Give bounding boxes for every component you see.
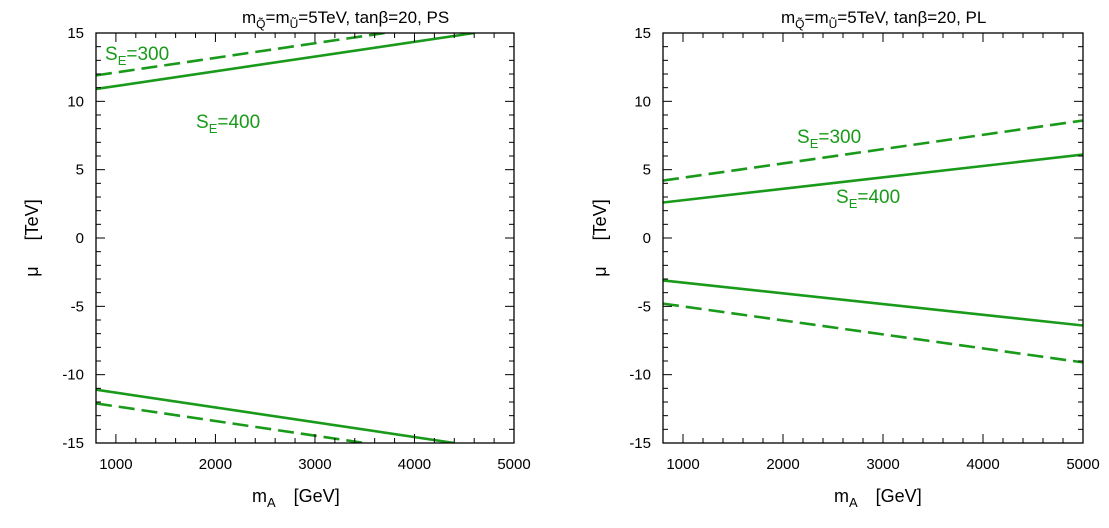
y-tick-label: 0 (643, 230, 651, 247)
curve-label-se400: SE=400 (836, 187, 900, 211)
title-m: m (781, 8, 795, 27)
x-label-unit: [GeV] (294, 486, 340, 506)
dashed-curve-s-e-300 (663, 302, 1083, 364)
x-axis-label: mA [GeV] (252, 486, 340, 510)
x-tick-label: 5000 (1066, 456, 1099, 473)
solid-curve-s-e-400 (96, 388, 455, 443)
y-label-unit: [TeV] (590, 199, 610, 240)
y-label-symbol: μ (590, 266, 610, 276)
title-sub-q: Q̃ (256, 16, 265, 31)
curve-label-se300: SE=300 (105, 44, 169, 68)
panel-title: mQ̃=mŨ=5TeV, tanβ=20, PS (242, 8, 449, 31)
title-sub-q: Q̃ (795, 16, 804, 31)
panel-ps: mQ̃=mŨ=5TeV, tanβ=20, PS μ[TeV] mA [GeV] … (22, 8, 531, 510)
x-tick-label: 4000 (966, 456, 999, 473)
title-m: m (242, 8, 256, 27)
dashed-curve-s-e-300 (96, 33, 385, 77)
y-tick-label: 0 (76, 230, 84, 247)
title-sub-u: Ũ (290, 16, 299, 31)
title-rest: =5TeV, tanβ=20, PL (837, 8, 986, 27)
x-label-m: m (252, 486, 267, 506)
x-label-unit: [GeV] (876, 486, 922, 506)
x-label-sub: A (267, 495, 276, 510)
x-tick-label: 2000 (199, 456, 232, 473)
y-tick-label: -10 (62, 367, 84, 384)
y-tick-label: 15 (634, 25, 651, 42)
x-label-sub: A (849, 495, 858, 510)
x-tick-label: 2000 (766, 456, 799, 473)
y-tick-label: 10 (67, 93, 84, 110)
title-eq: =m (805, 8, 829, 27)
y-tick-label: -15 (62, 435, 84, 452)
curve-label-se400: SE=400 (196, 112, 260, 136)
y-tick-label: 5 (643, 162, 651, 179)
plot-frame (95, 32, 515, 444)
x-tick-label: 1000 (99, 456, 132, 473)
y-tick-label: -5 (638, 298, 651, 315)
y-axis-label: μ [TeV] (590, 199, 610, 276)
title-rest: =5TeV, tanβ=20, PS (298, 8, 449, 27)
solid-curve-s-e-400 (663, 279, 1083, 327)
solid-curve-s-e-400 (663, 153, 1083, 204)
y-axis-label: μ [TeV] (22, 199, 42, 276)
y-tick-label: -5 (71, 298, 84, 315)
y-label-symbol: μ (22, 266, 42, 276)
y-tick-label: 15 (67, 25, 84, 42)
y-tick-label: 10 (634, 93, 651, 110)
dashed-curve-s-e-300 (663, 119, 1083, 182)
svg-text:μ[TeV]: μ [TeV] (590, 199, 610, 276)
x-axis-label: mA [GeV] (834, 486, 922, 510)
plot-frame (662, 32, 1084, 444)
x-tick-label: 3000 (298, 456, 331, 473)
curve-label-se300: SE=300 (797, 127, 861, 151)
x-tick-label: 1000 (666, 456, 699, 473)
title-eq: =m (266, 8, 290, 27)
svg-text:μ[TeV]: μ [TeV] (22, 199, 42, 276)
y-tick-label: 5 (76, 162, 84, 179)
title-sub-u: Ũ (829, 16, 838, 31)
y-label-unit: [TeV] (22, 199, 42, 240)
curves (663, 119, 1083, 364)
panel-pl: mQ̃=mŨ=5TeV, tanβ=20, PL μ[TeV] mA [GeV] … (590, 8, 1100, 510)
solid-curve-s-e-400 (96, 33, 475, 91)
panel-title: mQ̃=mŨ=5TeV, tanβ=20, PL (781, 8, 986, 31)
x-tick-label: 5000 (497, 456, 530, 473)
y-tick-label: -10 (629, 367, 651, 384)
curves (96, 33, 475, 443)
y-tick-label: -15 (629, 435, 651, 452)
x-tick-label: 4000 (398, 456, 431, 473)
x-tick-label: 3000 (866, 456, 899, 473)
x-label-m: m (834, 486, 849, 506)
